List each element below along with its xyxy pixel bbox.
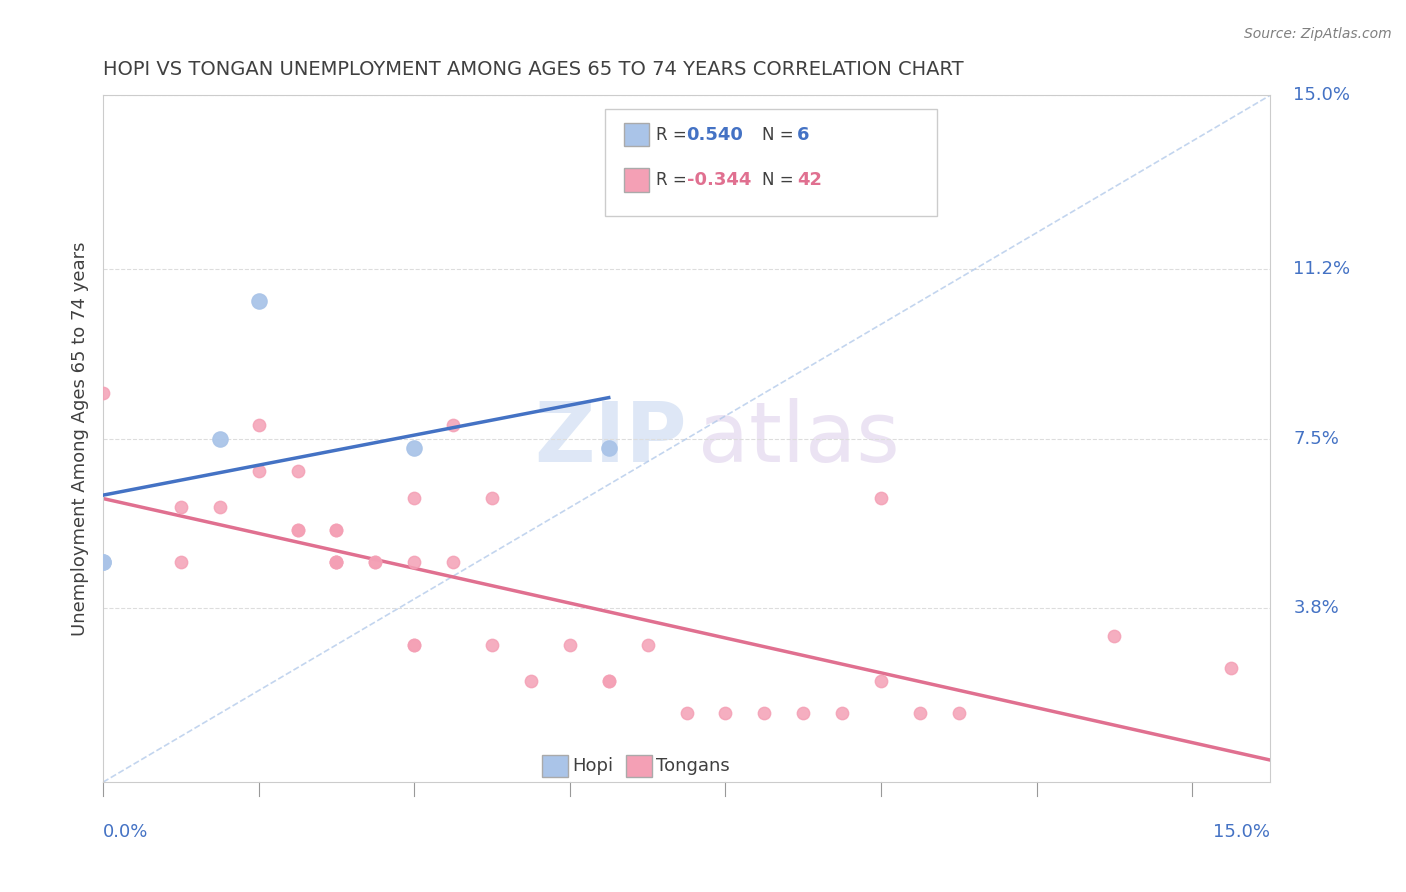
Point [908,706,931,721]
Text: HOPI VS TONGAN UNEMPLOYMENT AMONG AGES 65 TO 74 YEARS CORRELATION CHART: HOPI VS TONGAN UNEMPLOYMENT AMONG AGES 6… [103,60,963,78]
Point [91,555,114,569]
Point [287,464,309,478]
Point [91,386,114,401]
Point [870,674,893,689]
Text: N =: N = [762,126,794,144]
Text: 3.8%: 3.8% [1294,599,1339,617]
Point [1220,661,1243,675]
Text: 42: 42 [797,171,823,189]
Point [325,524,347,538]
Text: 7.5%: 7.5% [1294,430,1339,448]
Point [287,524,309,538]
FancyBboxPatch shape [541,755,568,777]
Point [208,500,231,515]
Text: 15.0%: 15.0% [1213,823,1270,841]
FancyBboxPatch shape [623,169,650,192]
Point [558,638,581,652]
Point [637,638,659,652]
Point [831,706,853,721]
Text: Tongans: Tongans [657,756,730,774]
Text: 15.0%: 15.0% [1294,87,1350,104]
FancyBboxPatch shape [626,755,651,777]
Point [325,555,347,569]
Point [404,491,426,506]
Text: ZIP: ZIP [534,398,686,479]
Point [325,555,347,569]
Point [404,638,426,652]
Point [404,555,426,569]
Text: R =: R = [657,126,688,144]
Point [91,555,114,569]
Point [598,441,620,455]
Point [598,674,620,689]
Text: 0.0%: 0.0% [103,823,149,841]
Point [287,524,309,538]
Y-axis label: Unemployment Among Ages 65 to 74 years: Unemployment Among Ages 65 to 74 years [72,242,89,636]
Point [481,491,503,506]
Point [520,674,543,689]
Point [247,417,270,432]
Point [675,706,697,721]
Point [714,706,737,721]
Point [754,706,776,721]
FancyBboxPatch shape [623,123,650,146]
Point [481,638,503,652]
Text: R =: R = [657,171,688,189]
Point [598,674,620,689]
Text: -0.344: -0.344 [686,171,751,189]
Point [870,491,893,506]
Text: Source: ZipAtlas.com: Source: ZipAtlas.com [1244,27,1392,41]
Point [441,417,464,432]
Point [364,555,387,569]
Point [364,555,387,569]
Text: 6: 6 [797,126,810,144]
Point [792,706,814,721]
Text: 0.540: 0.540 [686,126,744,144]
Point [325,524,347,538]
Point [170,500,193,515]
FancyBboxPatch shape [605,109,938,216]
Point [404,638,426,652]
Text: Hopi: Hopi [572,756,613,774]
Point [91,555,114,569]
Point [1104,629,1126,643]
Point [441,555,464,569]
Text: N =: N = [762,171,794,189]
Point [208,432,231,446]
Point [325,555,347,569]
Text: 11.2%: 11.2% [1294,260,1350,278]
Point [91,555,114,569]
Point [247,464,270,478]
Point [948,706,970,721]
Text: atlas: atlas [699,398,900,479]
Point [170,555,193,569]
Point [404,441,426,455]
Point [247,294,270,309]
